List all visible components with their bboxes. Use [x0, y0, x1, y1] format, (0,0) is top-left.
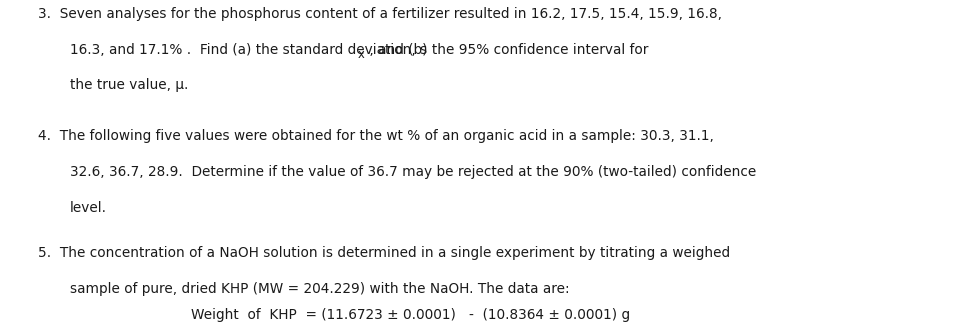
Text: level.: level. [70, 201, 107, 214]
Text: the true value, μ.: the true value, μ. [70, 79, 188, 92]
Text: 16.3, and 17.1% .  Find (a) the standard deviation, s: 16.3, and 17.1% . Find (a) the standard … [70, 43, 427, 57]
Text: x: x [358, 48, 364, 61]
Text: 32.6, 36.7, 28.9.  Determine if the value of 36.7 may be rejected at the 90% (tw: 32.6, 36.7, 28.9. Determine if the value… [70, 165, 756, 179]
Text: Weight  of  KHP  = (11.6723 ± 0.0001)   -  (10.8364 ± 0.0001) g: Weight of KHP = (11.6723 ± 0.0001) - (10… [191, 308, 630, 322]
Text: 5.  The concentration of a NaOH solution is determined in a single experiment by: 5. The concentration of a NaOH solution … [38, 247, 730, 260]
Text: 3.  Seven analyses for the phosphorus content of a fertilizer resulted in 16.2, : 3. Seven analyses for the phosphorus con… [38, 7, 722, 21]
Text: sample of pure, dried KHP (MW = 204.229) with the NaOH. The data are:: sample of pure, dried KHP (MW = 204.229)… [70, 282, 570, 296]
Text: , and (b) the 95% confidence interval for: , and (b) the 95% confidence interval fo… [365, 43, 648, 57]
Text: 4.  The following five values were obtained for the wt % of an organic acid in a: 4. The following five values were obtain… [38, 129, 714, 143]
